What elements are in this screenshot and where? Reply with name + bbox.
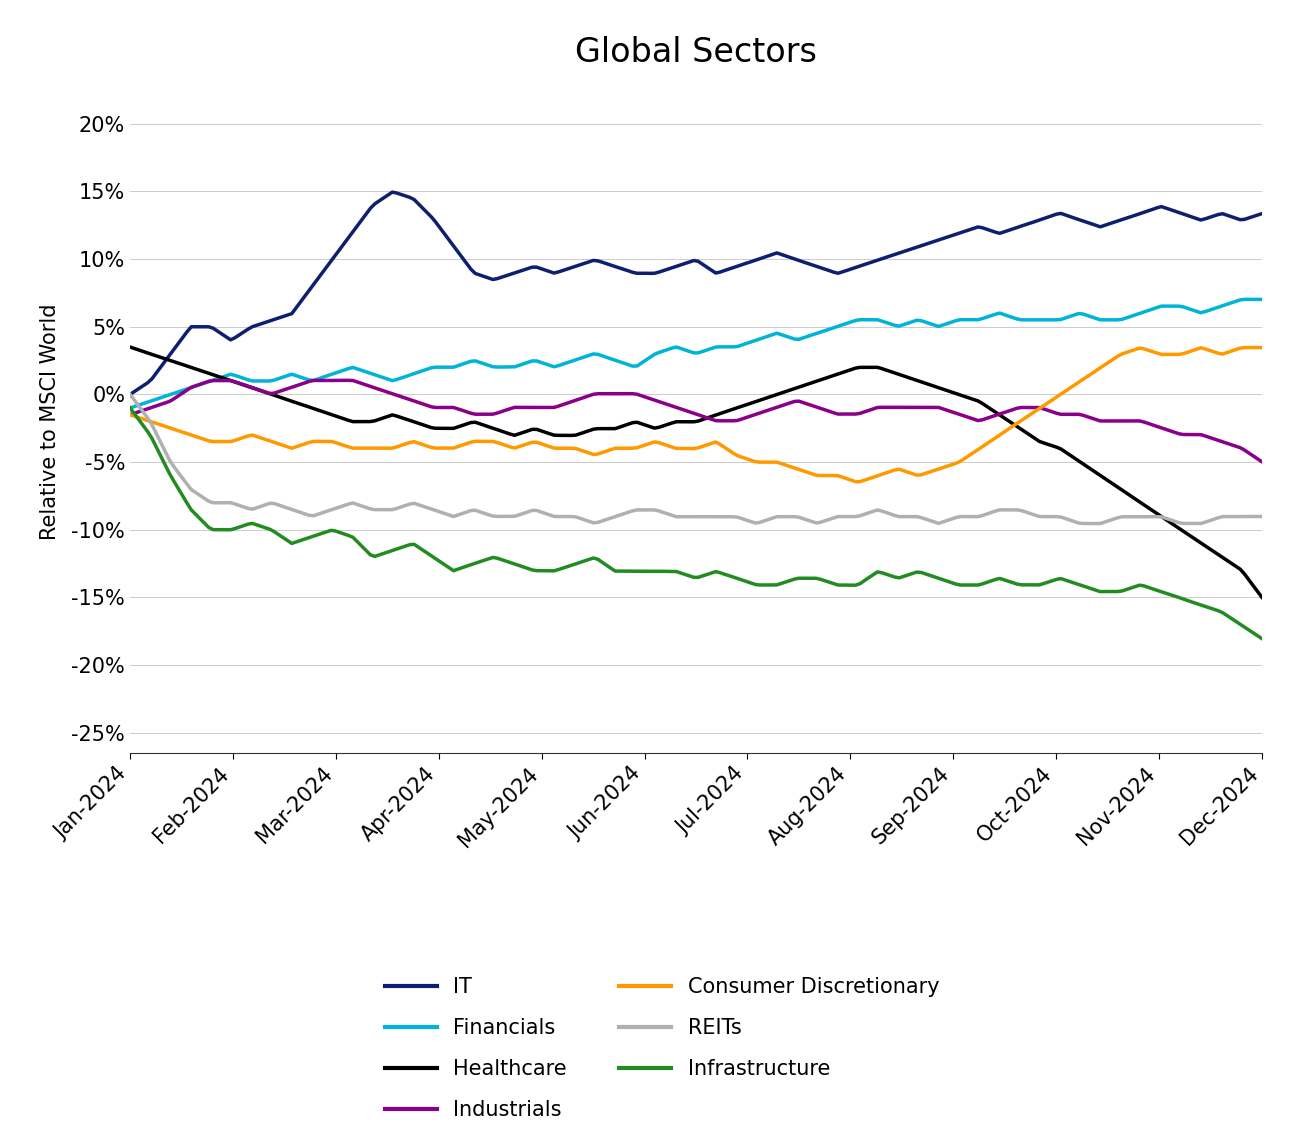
Y-axis label: Relative to MSCI World: Relative to MSCI World — [40, 303, 60, 540]
Title: Global Sectors: Global Sectors — [575, 36, 817, 70]
Legend: IT, Financials, Healthcare, Industrials, Consumer Discretionary, REITs, Infrastr: IT, Financials, Healthcare, Industrials,… — [376, 969, 948, 1124]
